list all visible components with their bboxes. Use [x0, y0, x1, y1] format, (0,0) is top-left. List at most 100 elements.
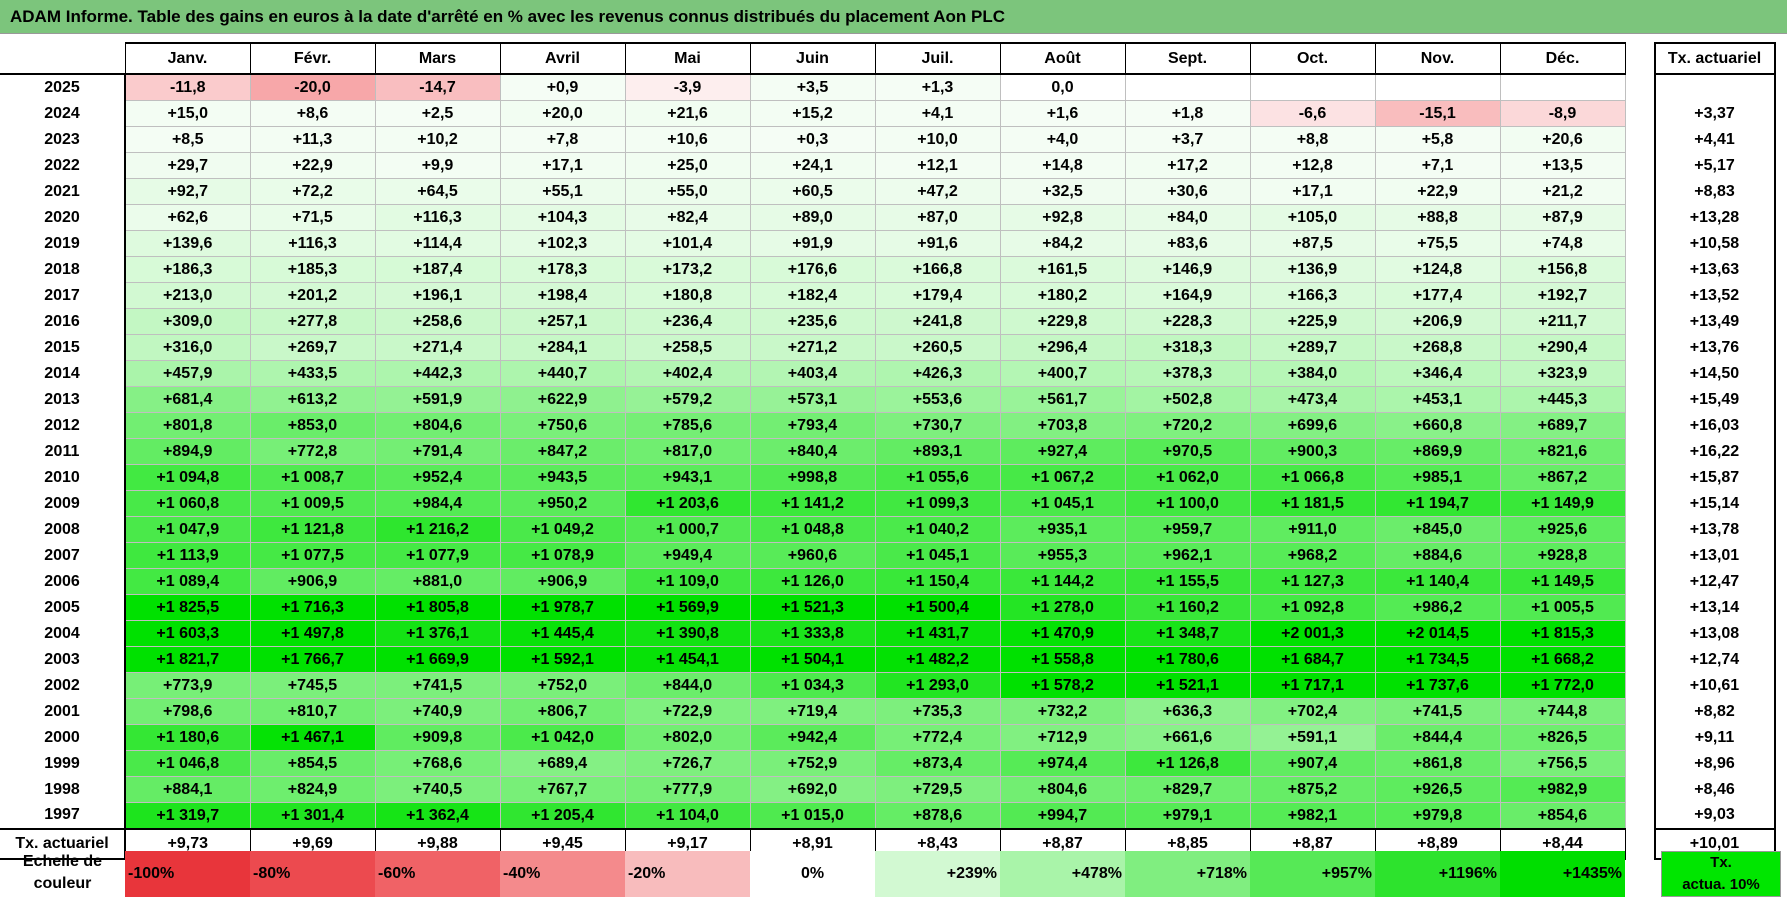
gain-cell: +1 005,5	[1499, 594, 1626, 621]
gain-cell: +258,5	[624, 334, 751, 361]
table-row: 2004 +1 603,3 +1 497,8 +1 376,1 +1 445,4 +1 3…	[0, 620, 1776, 647]
month-header-10: Nov.	[1374, 42, 1501, 75]
gain-cell: +911,0	[1249, 516, 1376, 543]
gain-cell: +241,8	[874, 308, 1001, 335]
gain-cell: +982,9	[1499, 776, 1626, 803]
year-label: 2004	[0, 620, 126, 647]
gain-cell: +1 149,9	[1499, 490, 1626, 517]
gain-cell: +1 034,3	[749, 672, 876, 699]
tx-actuariel-cell: +13,52	[1653, 282, 1776, 309]
gain-cell: +17,1	[1249, 178, 1376, 205]
gain-cell: +1 045,1	[999, 490, 1126, 517]
gain-cell: +772,8	[249, 438, 376, 465]
gain-cell: +1 578,2	[999, 672, 1126, 699]
gain-cell: +136,9	[1249, 256, 1376, 283]
gain-cell: +702,4	[1249, 698, 1376, 725]
gain-cell: +22,9	[1374, 178, 1501, 205]
gain-cell: +689,4	[499, 750, 626, 777]
year-label: 2021	[0, 178, 126, 205]
gain-cell: +260,5	[874, 334, 1001, 361]
gain-cell: +741,5	[1374, 698, 1501, 725]
separator	[1625, 205, 1655, 231]
gain-cell: +89,0	[749, 204, 876, 231]
table-row: 2012 +801,8 +853,0 +804,6 +750,6 +785,6 +793,4…	[0, 412, 1776, 439]
tx-actuariel-cell: +5,17	[1653, 152, 1776, 179]
gain-cell: +894,9	[124, 438, 251, 465]
gain-cell: +179,4	[874, 282, 1001, 309]
gain-cell: +400,7	[999, 360, 1126, 387]
month-header-8: Sept.	[1124, 42, 1251, 75]
color-scale-step: +1196%	[1375, 851, 1500, 897]
tx-actuariel-cell: +13,28	[1653, 204, 1776, 231]
gain-cell: +740,5	[374, 776, 501, 803]
separator	[1625, 647, 1655, 673]
table-row: 2015 +316,0 +269,7 +271,4 +284,1 +258,5 +271,2…	[0, 334, 1776, 361]
year-label: 2024	[0, 100, 126, 127]
gain-cell	[1374, 73, 1501, 101]
gain-cell: +1 094,8	[124, 464, 251, 491]
gain-cell: +722,9	[624, 698, 751, 725]
gain-cell: +613,2	[249, 386, 376, 413]
month-header-0: Janv.	[124, 42, 251, 75]
table-row: 2009 +1 060,8 +1 009,5 +984,4 +950,2 +1 203,6…	[0, 490, 1776, 517]
gain-cell: +442,3	[374, 360, 501, 387]
gain-cell: +1 390,8	[624, 620, 751, 647]
gain-cell: -8,9	[1499, 100, 1626, 127]
gain-cell: 0,0	[999, 73, 1126, 101]
gain-cell: +187,4	[374, 256, 501, 283]
gain-cell: +316,0	[124, 334, 251, 361]
gain-cell: +974,4	[999, 750, 1126, 777]
gain-cell: +1 978,7	[499, 594, 626, 621]
year-label: 2014	[0, 360, 126, 387]
gain-cell: +257,1	[499, 308, 626, 335]
tx-actuariel-cell: +13,14	[1653, 594, 1776, 621]
gain-cell: +1 008,7	[249, 464, 376, 491]
gain-cell: +290,4	[1499, 334, 1626, 361]
gain-cell: +268,8	[1374, 334, 1501, 361]
gain-cell: +64,5	[374, 178, 501, 205]
gain-cell: +20,0	[499, 100, 626, 127]
color-scale-step: +1435%	[1500, 851, 1625, 897]
gain-cell: +1 149,5	[1499, 568, 1626, 595]
gain-cell: +116,3	[374, 204, 501, 231]
year-label: 2023	[0, 126, 126, 153]
tx-actuariel-cell	[1653, 74, 1776, 101]
gain-cell: +1 049,2	[499, 516, 626, 543]
separator	[1625, 595, 1655, 621]
gain-cell: +13,5	[1499, 152, 1626, 179]
gain-cell: +900,3	[1249, 438, 1376, 465]
gain-cell: +83,6	[1124, 230, 1251, 257]
tx-actuariel-cell: +15,49	[1653, 386, 1776, 413]
gain-cell: +867,2	[1499, 464, 1626, 491]
color-scale-step: +478%	[1000, 851, 1125, 897]
color-scale-step: -40%	[500, 851, 625, 897]
gain-cell: +1 445,4	[499, 620, 626, 647]
separator	[1625, 751, 1655, 777]
gain-cell: +826,5	[1499, 724, 1626, 751]
gain-cell: +178,3	[499, 256, 626, 283]
gain-cell: +979,1	[1124, 802, 1251, 830]
tx-actuariel-cell: +13,49	[1653, 308, 1776, 335]
gain-cell: +180,8	[624, 282, 751, 309]
gain-cell: -20,0	[249, 73, 376, 101]
gain-cell: +1,8	[1124, 100, 1251, 127]
gain-cell: +433,5	[249, 360, 376, 387]
gain-cell: +927,4	[999, 438, 1126, 465]
gain-cell: +269,7	[249, 334, 376, 361]
gain-cell: +869,9	[1374, 438, 1501, 465]
gain-cell: +730,7	[874, 412, 1001, 439]
year-label: 2019	[0, 230, 126, 257]
gain-cell: +1 144,2	[999, 568, 1126, 595]
table-row: 2007 +1 113,9 +1 077,5 +1 077,9 +1 078,9 +949…	[0, 542, 1776, 569]
gain-cell: +1 113,9	[124, 542, 251, 569]
gain-cell: +854,6	[1499, 802, 1626, 830]
gain-cell: +998,8	[749, 464, 876, 491]
gain-cell: +1 150,4	[874, 568, 1001, 595]
separator	[1625, 153, 1655, 179]
gain-cell: +1 015,0	[749, 802, 876, 830]
table-row: 2025 -11,8 -20,0 -14,7 +0,9 -3,9 +3,5 +1,3 0,0	[0, 73, 1776, 101]
gain-cell: +881,0	[374, 568, 501, 595]
gain-cell: +3,5	[749, 73, 876, 101]
color-scale-step: +718%	[1125, 851, 1250, 897]
gain-cell: +986,2	[1374, 594, 1501, 621]
